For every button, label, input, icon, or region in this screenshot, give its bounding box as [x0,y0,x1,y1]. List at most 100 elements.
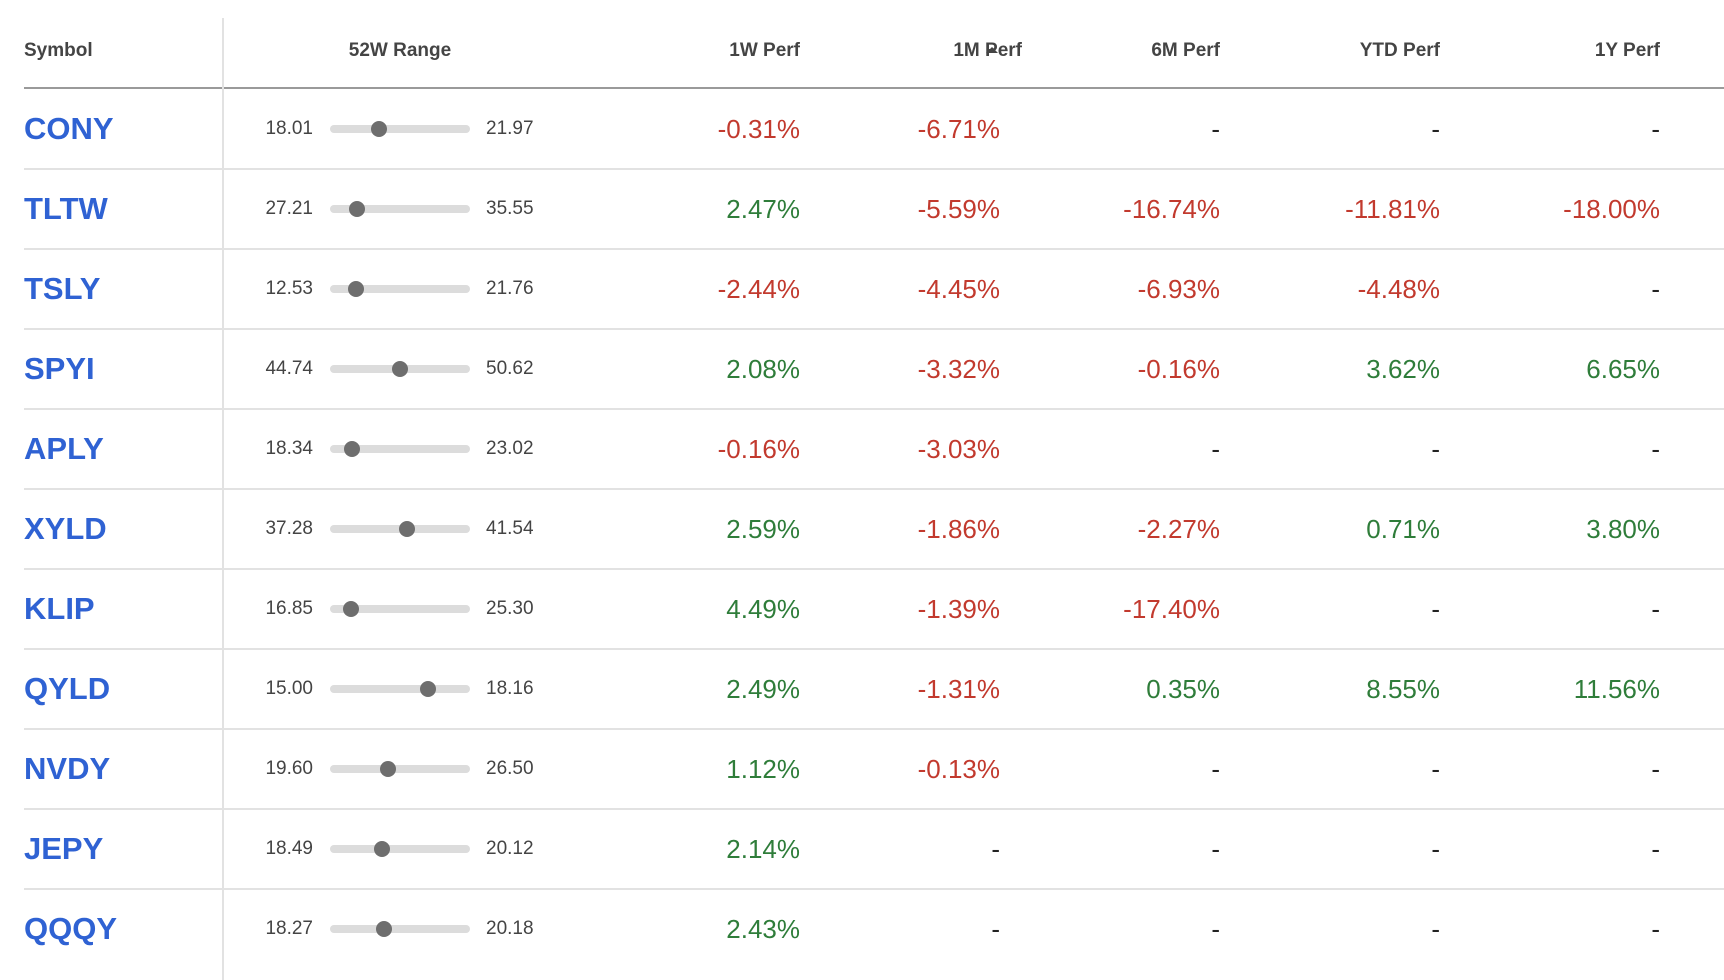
perf-value: - [1651,914,1660,944]
perf-value: - [1651,114,1660,144]
perf-value: -0.31% [717,114,800,144]
range-marker [348,281,365,297]
range-high: 21.97 [486,118,534,139]
perf-value: -1.31% [917,674,1000,704]
row-divider [24,248,1724,250]
perf-value: 2.14% [726,834,800,864]
perf-value: 0.35% [1146,674,1220,704]
range-high: 23.02 [486,438,534,459]
range-track [330,605,470,613]
column-header[interactable]: 1Y Perf [1594,40,1660,61]
symbol-link[interactable]: TLTW [24,191,108,226]
column-header[interactable]: YTD Perf [1359,40,1440,61]
range-track [330,685,470,693]
perf-value: -0.16% [717,434,800,464]
range-low: 16.85 [265,598,313,619]
symbol-link[interactable]: APLY [24,431,104,466]
range-track [330,125,470,133]
symbol-link[interactable]: TSLY [24,271,101,306]
perf-value: -3.03% [917,434,1000,464]
symbol-link[interactable]: XYLD [24,511,107,546]
symbol-link[interactable]: QYLD [24,671,111,706]
range-low: 12.53 [265,278,313,299]
perf-value: - [1211,914,1220,944]
range-low: 44.74 [265,358,313,379]
range-marker [419,681,436,697]
range-high: 25.30 [486,598,534,619]
column-header[interactable]: 52W Range [348,40,452,61]
perf-value: 3.62% [1366,354,1440,384]
perf-value: -1.86% [917,514,1000,544]
range-marker [391,361,408,377]
perf-value: 2.43% [726,914,800,944]
perf-value: 6.65% [1586,354,1660,384]
perf-value: 3.80% [1586,514,1660,544]
range-low: 15.00 [265,678,313,699]
row-divider [24,488,1724,490]
range-high: 26.50 [486,758,534,779]
range-high: 35.55 [486,198,534,219]
perf-value: 8.55% [1366,674,1440,704]
row-divider [24,808,1724,810]
range-track [330,765,470,773]
range-high: 50.62 [486,358,534,379]
perf-value: 0.71% [1366,514,1440,544]
perf-value: -11.81% [1345,194,1440,224]
perf-value: -0.13% [917,754,1000,784]
perf-value: 2.47% [726,194,800,224]
perf-value: - [1211,754,1220,784]
row-divider [24,888,1724,890]
range-low: 18.01 [265,118,313,139]
range-marker [373,841,390,857]
range-marker [380,761,397,777]
column-divider [222,18,224,980]
perf-value: 2.08% [726,354,800,384]
range-low: 37.28 [265,518,313,539]
column-header[interactable]: 1W Perf [729,40,800,61]
perf-value: 2.59% [726,514,800,544]
perf-value: - [991,914,1000,944]
perf-value: 2.49% [726,674,800,704]
range-track [330,205,470,213]
range-high: 21.76 [486,278,534,299]
symbol-link[interactable]: QQQY [24,911,118,946]
sort-arrow [986,47,998,53]
row-divider [24,728,1724,730]
perf-value: -5.59% [917,194,1000,224]
perf-value: - [1651,434,1660,464]
row-divider [24,328,1724,330]
perf-value: - [1431,594,1440,624]
perf-value: -2.44% [717,274,800,304]
perf-value: - [1211,834,1220,864]
range-low: 18.27 [265,918,313,939]
column-header[interactable]: Symbol [24,40,93,61]
perf-value: 11.56% [1573,674,1660,704]
range-high: 41.54 [486,518,534,539]
range-marker [343,441,360,457]
range-high: 18.16 [486,678,534,699]
range-high: 20.18 [486,918,534,939]
column-header[interactable]: 6M Perf [1151,40,1220,61]
perf-value: -17.40% [1123,594,1220,624]
perf-value: -16.74% [1123,194,1220,224]
symbol-link[interactable]: CONY [24,111,114,146]
range-marker [371,121,388,137]
row-divider [24,168,1724,170]
range-low: 19.60 [265,758,313,779]
row-divider [24,568,1724,570]
perf-value: - [1211,434,1220,464]
range-marker [399,521,416,537]
range-marker [376,921,393,937]
perf-value: - [1431,434,1440,464]
range-marker [349,201,366,217]
symbol-link[interactable]: KLIP [24,591,95,626]
perf-value: - [1431,754,1440,784]
symbol-link[interactable]: SPYI [24,351,95,386]
symbol-link[interactable]: NVDY [24,751,111,786]
perf-value: - [1211,114,1220,144]
row-divider [24,648,1724,650]
symbol-link[interactable]: JEPY [24,831,104,866]
perf-value: 4.49% [726,594,800,624]
header-divider [24,87,1724,89]
range-track [330,285,470,293]
